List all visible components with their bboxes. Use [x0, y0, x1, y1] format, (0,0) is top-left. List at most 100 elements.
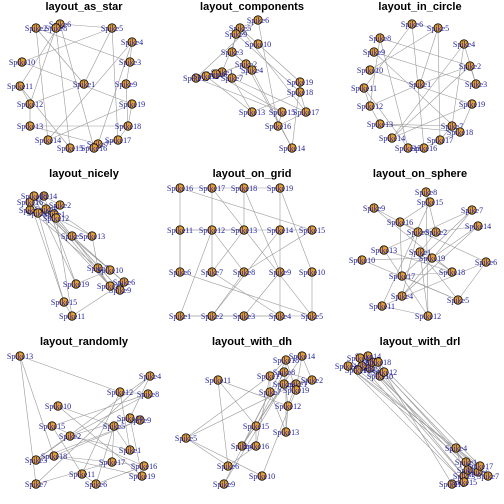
node-label: Spike14 [35, 136, 61, 145]
node-label: Spike15 [395, 144, 421, 153]
edge [111, 461, 145, 467]
edge [71, 281, 125, 317]
node-spike12 [207, 225, 217, 235]
edge [377, 361, 481, 467]
node-label: Spike5 [457, 466, 479, 475]
edge [437, 27, 441, 141]
edges-sphere [361, 191, 487, 317]
node-spike18 [239, 183, 249, 193]
node-label: Spike8 [273, 368, 295, 377]
node-spike7 [227, 73, 237, 83]
node-label: Spike13 [371, 246, 397, 255]
node-label: Spike19 [119, 100, 145, 109]
node-spike16 [419, 143, 429, 153]
node-label: Spike13 [239, 108, 265, 117]
edge [383, 249, 429, 317]
node-spike1 [125, 445, 135, 455]
edge [369, 37, 381, 107]
node-spike5 [453, 295, 463, 305]
edge [211, 187, 313, 317]
node-spike7 [447, 121, 457, 131]
node-label: Spike19 [63, 280, 89, 289]
node-label: Spike7 [201, 268, 223, 277]
node-spike6 [223, 461, 233, 471]
node-label: Spike12 [357, 102, 383, 111]
node-label: Spike18 [447, 128, 473, 137]
node-label: Spike17 [97, 282, 123, 291]
edge [399, 221, 403, 277]
edge [95, 425, 115, 485]
edge [217, 379, 257, 427]
edge [369, 27, 439, 71]
node-spike7 [93, 263, 103, 273]
node-spike5 [433, 23, 443, 33]
node-label: Spike8 [205, 70, 227, 79]
node-spike18 [29, 191, 39, 201]
nodes-nicely: Spike1Spike2Spike3Spike4Spike5Spike6Spik… [17, 191, 135, 321]
edge [51, 393, 149, 427]
edge [59, 23, 113, 29]
node-spike9 [135, 415, 145, 425]
node-label: Spike10 [299, 268, 325, 277]
node-label: Spike12 [415, 312, 441, 321]
node-spike19 [291, 385, 301, 395]
edge [277, 111, 307, 127]
node-spike6 [119, 277, 129, 287]
node-spike14 [43, 135, 53, 145]
node-spike6 [175, 267, 185, 277]
node-spike4 [275, 311, 285, 321]
node-label: Spike12 [199, 226, 225, 235]
node-label: Spike1 [409, 80, 431, 89]
edge [381, 305, 429, 317]
node-spike17 [265, 371, 275, 381]
node-spike17 [301, 107, 311, 117]
node-spike14 [39, 191, 49, 201]
node-spike1 [415, 247, 425, 257]
node-spike5 [463, 465, 473, 475]
edge [19, 23, 61, 87]
node-label: Spike6 [401, 20, 423, 29]
node-label: Spike18 [365, 358, 391, 367]
node-spike14 [387, 133, 397, 143]
node-label: Spike18 [439, 268, 465, 277]
node-label: Spike19 [287, 78, 313, 87]
node-spike5 [181, 433, 191, 443]
node-spike17 [475, 461, 485, 471]
nodes-grid: Spike1 Spike2 Spike3 Spike4 Spike5 Spike6 Spik… [167, 183, 325, 321]
node-label: Spike16 [17, 198, 43, 207]
edge [425, 191, 429, 317]
node-label: Spike4 [121, 38, 143, 47]
node-label: Spike6 [113, 278, 135, 287]
edge [47, 41, 133, 141]
node-label: Spike6 [247, 16, 269, 25]
node-label: Spike3 [233, 312, 255, 321]
node-spike19 [127, 99, 137, 109]
edge [401, 271, 453, 277]
edge [401, 209, 473, 277]
node-spike10 [253, 39, 263, 49]
node-spike5 [109, 421, 119, 431]
node-spike18 [447, 267, 457, 277]
node-spike15 [277, 107, 287, 117]
edge [19, 85, 71, 149]
node-label: Spike13 [79, 232, 105, 241]
edge [401, 275, 459, 301]
node-label: Spike18 [41, 452, 67, 461]
edge [361, 257, 433, 261]
edge [195, 19, 259, 79]
edge [119, 391, 131, 451]
nodes-drl: Spike1Spike2Spike3Spike4Spike5Spike6Spik… [335, 351, 499, 489]
edge [29, 201, 65, 303]
node-label: Spike7 [87, 264, 109, 273]
node-label: Spike17 [257, 372, 283, 381]
edge [51, 425, 83, 475]
node-spike18 [373, 357, 383, 367]
node-spike18 [123, 121, 133, 131]
node-label: Spike9 [363, 48, 385, 57]
node-spike17 [105, 281, 115, 291]
node-spike16 [251, 441, 261, 451]
node-spike17 [107, 457, 117, 467]
node-spike9 [115, 285, 125, 295]
node-label: Spike3 [221, 48, 243, 57]
node-spike8 [279, 367, 289, 377]
